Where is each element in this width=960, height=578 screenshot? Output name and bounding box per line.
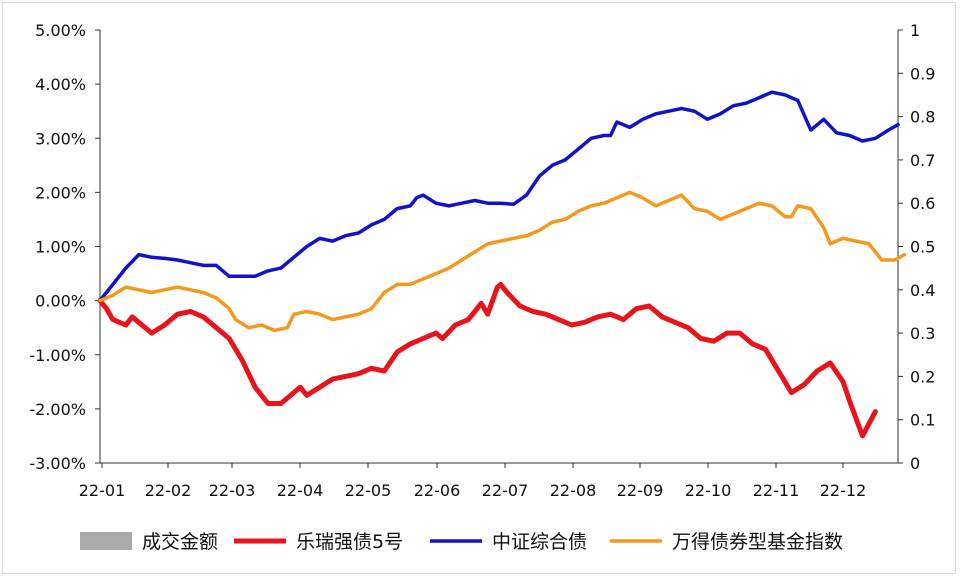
axes (95, 29, 903, 468)
x-axis-ticks: 22-01 22-02 22-03 22-04 22-05 22-06 22-07 22-08… (79, 481, 867, 500)
x-tick-label: 22-04 (277, 481, 324, 500)
legend-label: 中证综合债 (492, 531, 587, 553)
right-tick-label: 0.5 (910, 238, 935, 257)
right-tick-label: 0 (910, 454, 920, 473)
legend-label: 成交金额 (142, 531, 218, 553)
left-tick-label: 3.00% (35, 129, 86, 148)
left-tick-label: 1.00% (35, 238, 86, 257)
left-tick-label: 0.00% (35, 292, 86, 311)
left-tick-label: 4.00% (35, 75, 86, 94)
x-tick-label: 22-11 (753, 481, 800, 500)
right-tick-label: 0.3 (910, 324, 935, 343)
right-axis-ticks: 1 0.9 0.8 0.7 0.6 0.5 0.4 0.3 0.2 0.1 0 (910, 21, 935, 473)
right-tick-label: 0.7 (910, 151, 935, 170)
x-tick-label: 22-02 (145, 481, 192, 500)
right-tick-label: 0.2 (910, 367, 935, 386)
legend: 成交金额 乐瑞强债5号 中证综合债 万得债券型基金指数 (80, 531, 843, 553)
x-tick-label: 22-03 (209, 481, 256, 500)
x-tick-label: 22-12 (820, 481, 867, 500)
right-tick-label: 0.9 (910, 64, 935, 83)
left-tick-label: 5.00% (35, 21, 86, 40)
series-lines (97, 90, 907, 439)
x-tick-label: 22-01 (79, 481, 126, 500)
series-line-csi-bond (98, 90, 900, 303)
right-tick-label: 0.1 (910, 411, 935, 430)
left-tick-label: -1.00% (29, 346, 86, 365)
x-tick-label: 22-09 (617, 481, 664, 500)
x-tick-label: 22-06 (414, 481, 461, 500)
right-tick-label: 1 (910, 21, 920, 40)
right-tick-label: 0.4 (910, 281, 935, 300)
x-tick-label: 22-05 (345, 481, 392, 500)
x-tick-label: 22-08 (550, 481, 597, 500)
x-tick-label: 22-10 (685, 481, 732, 500)
legend-swatch (80, 532, 132, 550)
left-tick-label: -3.00% (29, 454, 86, 473)
left-tick-label: -2.00% (29, 400, 86, 419)
left-tick-label: 2.00% (35, 183, 86, 202)
right-tick-label: 0.8 (910, 108, 935, 127)
series-line-lerui (97, 281, 878, 439)
legend-label: 万得债券型基金指数 (672, 531, 843, 553)
left-axis-ticks: 5.00% 4.00% 3.00% 2.00% 1.00% 0.00% -1.00% -2.0… (29, 21, 86, 473)
legend-label: 乐瑞强债5号 (296, 531, 403, 553)
x-tick-label: 22-07 (482, 481, 529, 500)
series-line-wind-bond-fund (98, 190, 907, 333)
right-tick-label: 0.6 (910, 194, 935, 213)
